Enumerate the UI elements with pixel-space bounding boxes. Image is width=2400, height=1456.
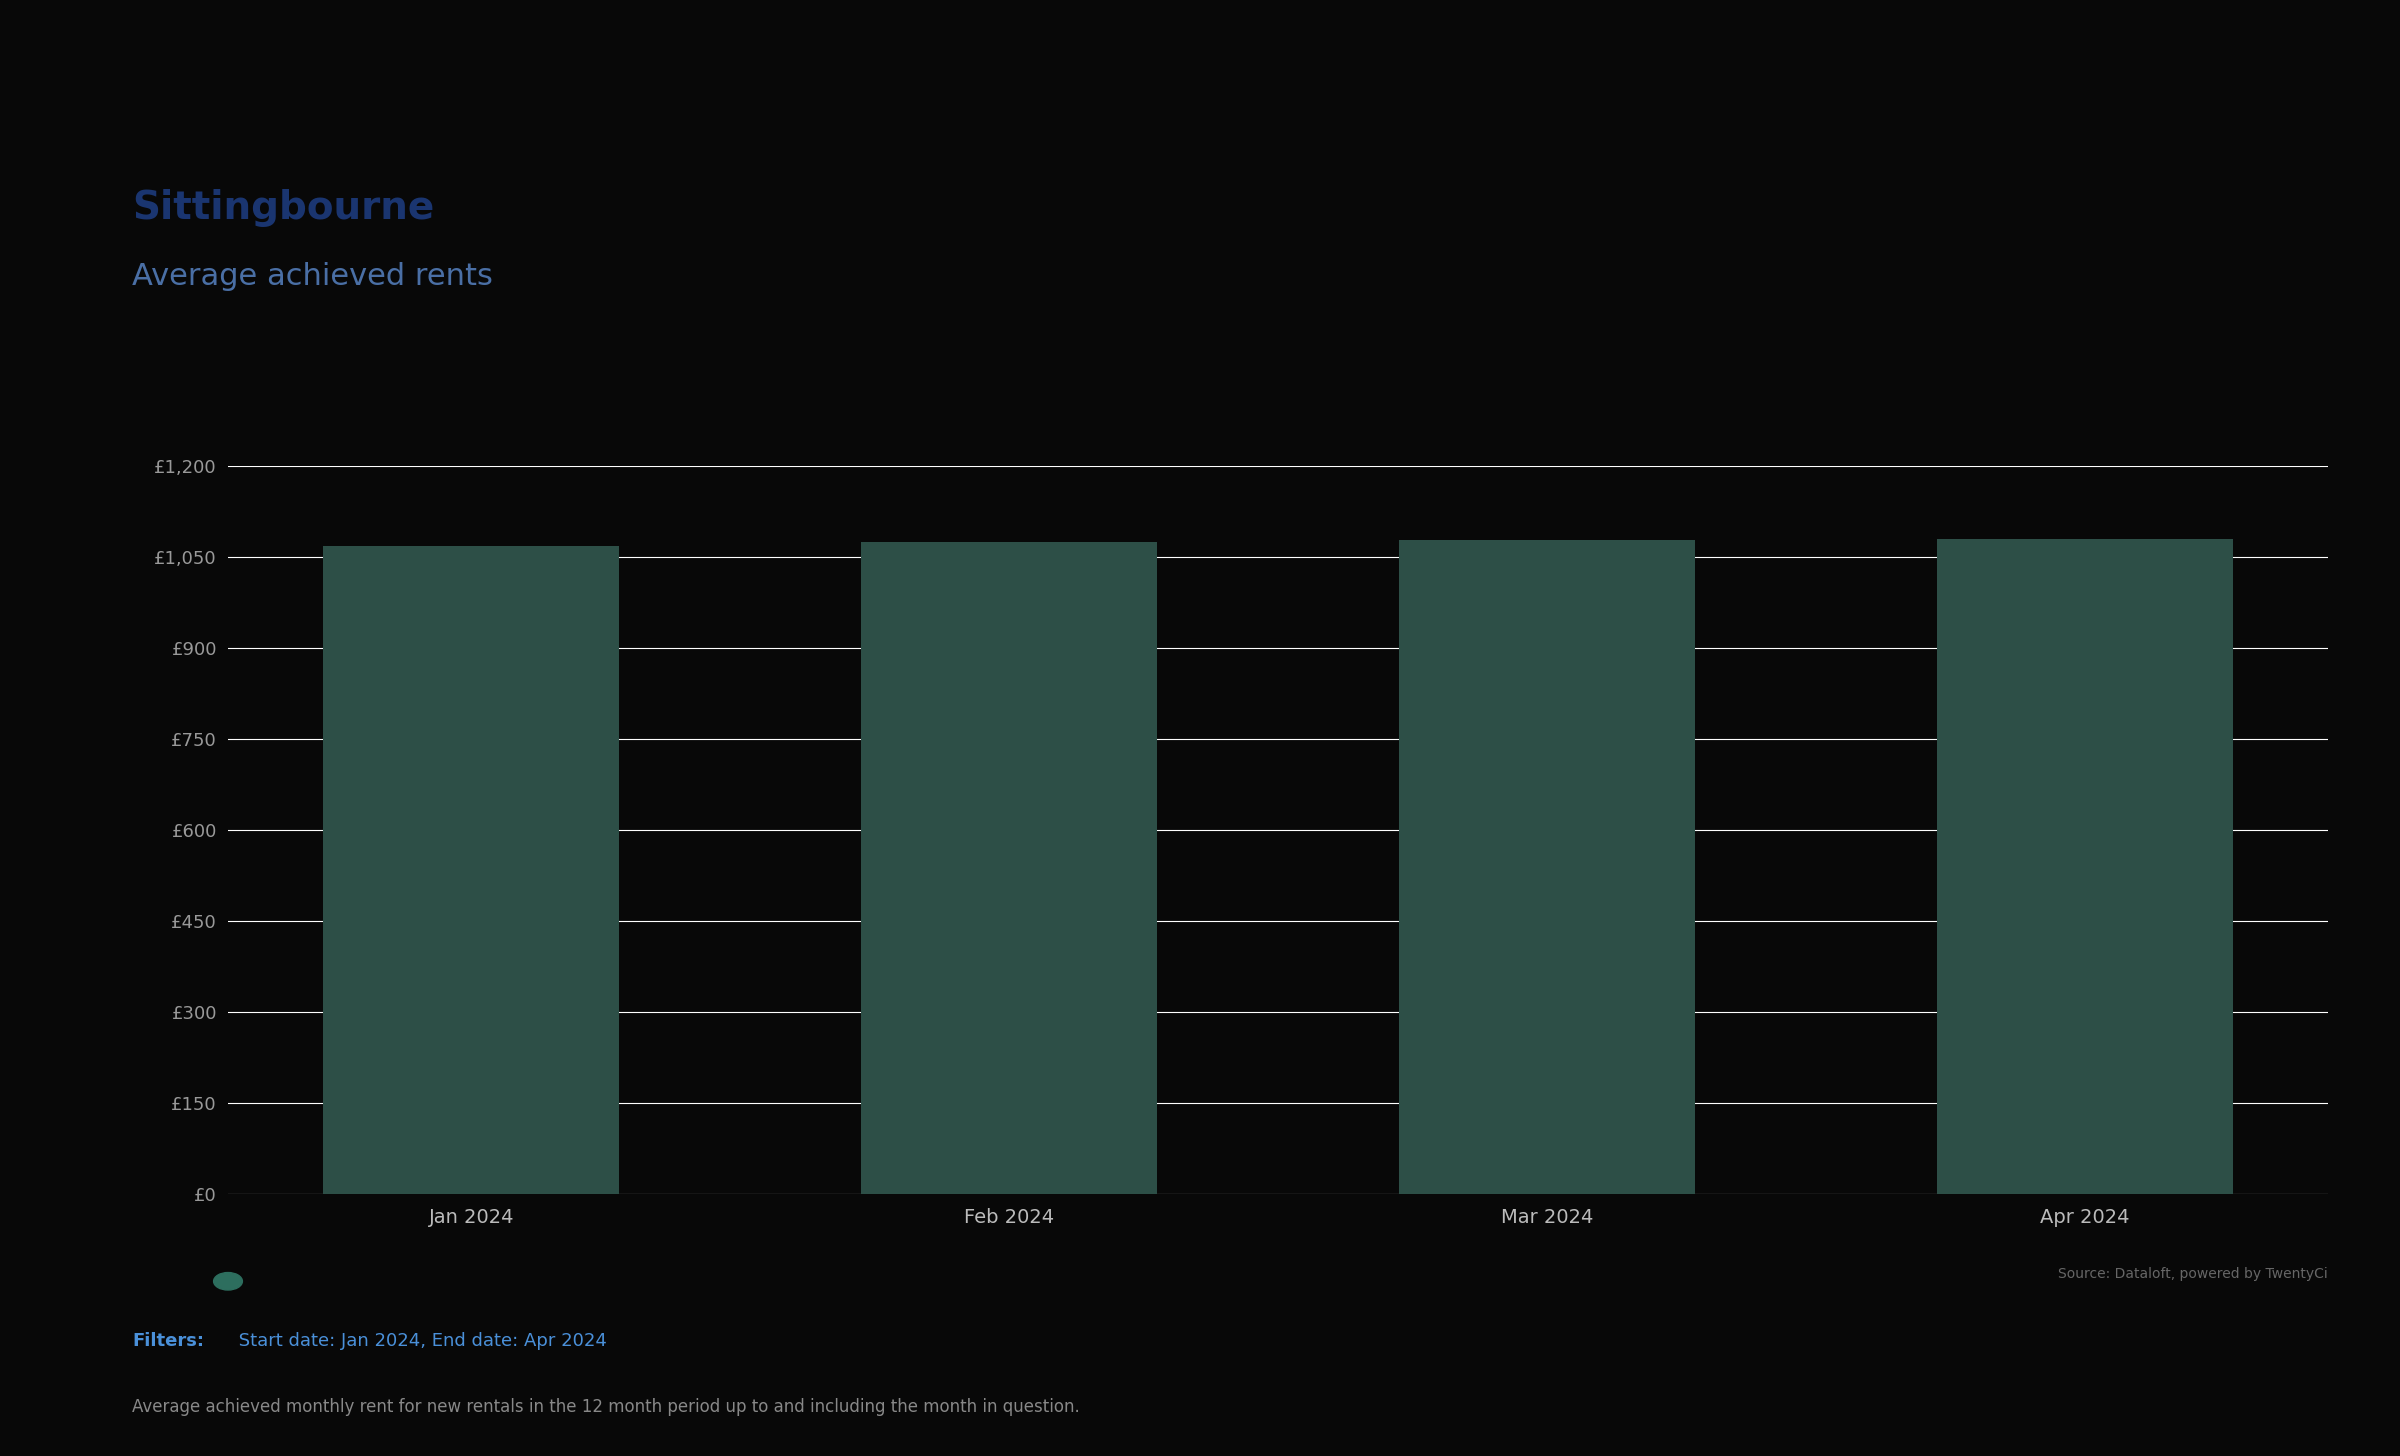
- Text: Average achieved monthly rent for new rentals in the 12 month period up to and i: Average achieved monthly rent for new re…: [132, 1398, 1080, 1415]
- Text: Filters:: Filters:: [132, 1332, 204, 1350]
- Bar: [862, 542, 1157, 1194]
- Bar: [1399, 540, 1694, 1194]
- Text: Sittingbourne: Sittingbourne: [132, 189, 434, 227]
- Text: Average achieved rents: Average achieved rents: [132, 262, 492, 291]
- Bar: [324, 546, 619, 1194]
- Text: Source: Dataloft, powered by TwentyCi: Source: Dataloft, powered by TwentyCi: [2059, 1267, 2328, 1281]
- Bar: [1937, 539, 2232, 1194]
- Text: Start date: Jan 2024, End date: Apr 2024: Start date: Jan 2024, End date: Apr 2024: [233, 1332, 607, 1350]
